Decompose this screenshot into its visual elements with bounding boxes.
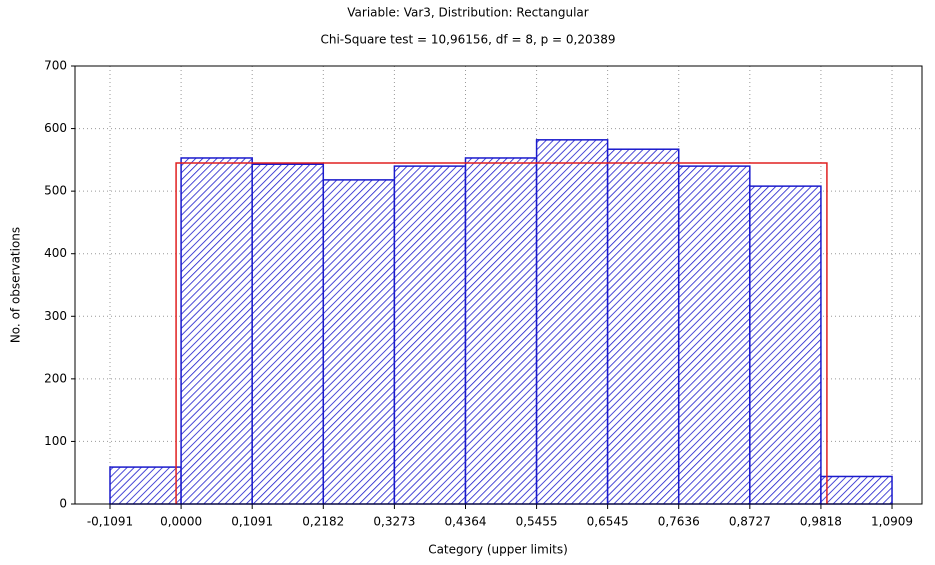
bar: [749, 185, 822, 505]
expected-curve: [175, 162, 828, 504]
bar: [464, 157, 538, 505]
x-tick-label: 0,3273: [373, 515, 415, 529]
bar: [251, 163, 325, 505]
y-tick-label: 500: [44, 184, 67, 198]
chart-subtitle: Chi-Square test = 10,96156, df = 8, p = …: [320, 33, 615, 47]
chart-title: Variable: Var3, Distribution: Rectangula…: [347, 6, 588, 20]
x-tick-label: 0,8727: [729, 515, 771, 529]
y-tick-label: 600: [44, 121, 67, 135]
x-tick-label: 1,0909: [871, 515, 913, 529]
y-tick-label: 400: [44, 246, 67, 260]
x-tick-label: 0,6545: [587, 515, 629, 529]
bar: [393, 165, 467, 505]
y-tick-label: 0: [59, 497, 67, 511]
bar: [109, 466, 182, 505]
bar: [180, 157, 253, 505]
x-tick-label: 0,0000: [160, 515, 202, 529]
x-tick-label: -0,1091: [87, 515, 133, 529]
bar: [535, 139, 609, 505]
x-tick-label: 0,9818: [800, 515, 842, 529]
y-tick-label: 300: [44, 309, 67, 323]
x-tick-label: 0,7636: [658, 515, 700, 529]
x-tick-label: 0,4364: [444, 515, 486, 529]
plot-frame: [74, 65, 923, 505]
bar: [606, 148, 680, 505]
x-tick-label: 0,1091: [231, 515, 273, 529]
y-tick-label: 100: [44, 434, 67, 448]
bar: [677, 165, 751, 505]
bar: [820, 475, 893, 505]
y-tick-label: 700: [44, 59, 67, 73]
x-tick-label: 0,5455: [516, 515, 558, 529]
y-tick-label: 200: [44, 371, 67, 385]
x-tick-label: 0,2182: [302, 515, 344, 529]
y-axis-label: No. of observations: [9, 227, 23, 343]
x-axis-label: Category (upper limits): [428, 543, 568, 557]
bar: [322, 179, 396, 505]
